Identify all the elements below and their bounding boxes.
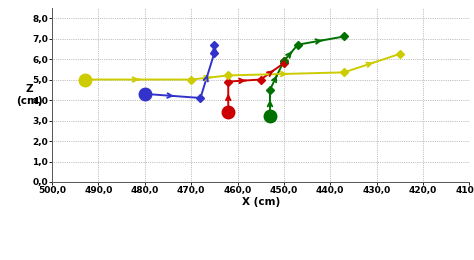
- Y-axis label: Z
(cm): Z (cm): [16, 84, 43, 106]
- X-axis label: X (cm): X (cm): [242, 197, 280, 206]
